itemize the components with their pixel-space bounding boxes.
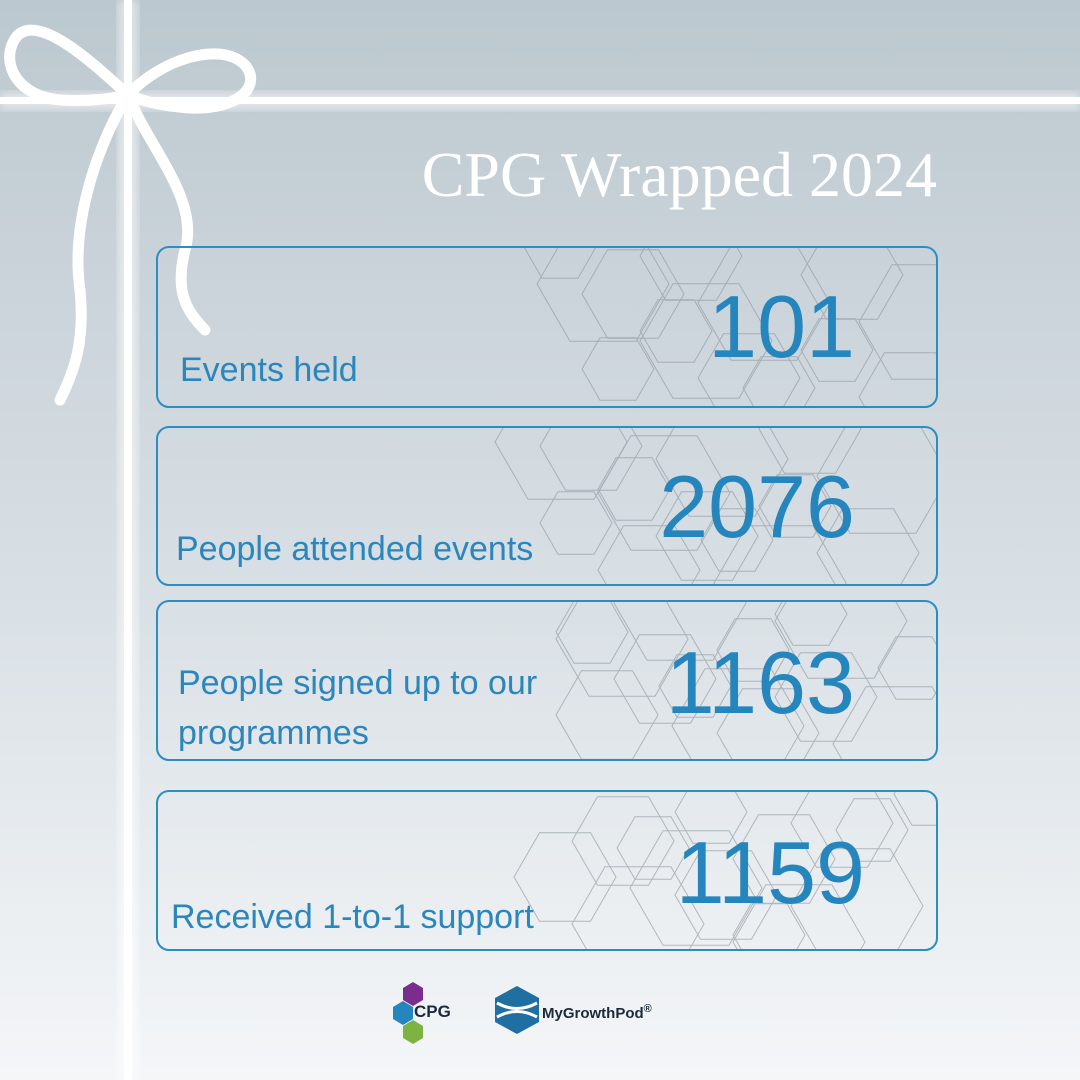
mygrowthpod-logo: [495, 986, 539, 1034]
hex-decoration: [513, 791, 937, 950]
logo-text: MyGrowthPod®: [542, 1003, 652, 1022]
logo-mark: ®: [643, 1003, 652, 1015]
stat-label: People signed up to our programmes: [178, 664, 538, 752]
stat-card: [156, 790, 938, 951]
stat-label: Events held: [180, 351, 358, 389]
cpg-logo: [393, 982, 423, 1044]
stat-number: 1163: [665, 633, 855, 732]
stat-number: 101: [708, 277, 855, 376]
hex-decoration: [494, 427, 937, 585]
stat-label: Received 1-to-1 support: [171, 898, 534, 936]
logo-name: MyGrowthPod: [542, 1005, 644, 1022]
stat-card: [156, 600, 938, 761]
stat-card: [156, 246, 938, 408]
stat-card: [156, 426, 938, 586]
title: CPG Wrapped 2024: [421, 139, 937, 210]
stat-number: 1159: [675, 823, 865, 922]
hex-decoration: [523, 247, 937, 407]
logo-text: CPG: [414, 1002, 451, 1021]
stat-number: 2076: [659, 457, 855, 556]
stat-label: People attended events: [176, 530, 534, 568]
